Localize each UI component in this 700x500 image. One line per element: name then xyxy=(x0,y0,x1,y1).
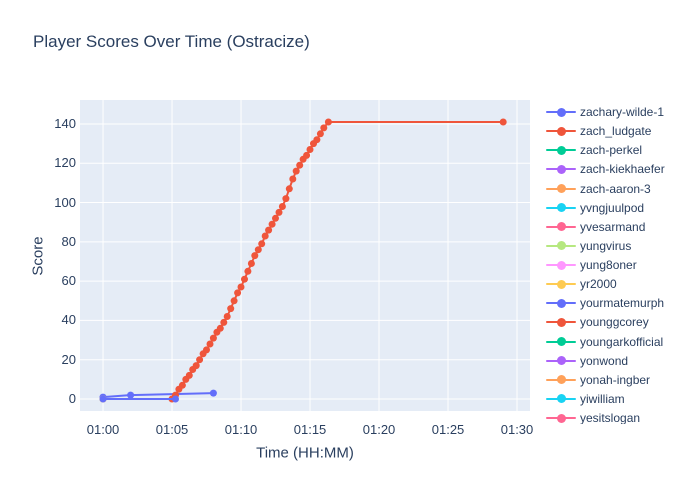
series-zach_ludgate xyxy=(168,118,507,403)
legend-item-yonwond[interactable]: yonwond xyxy=(546,351,628,370)
legend-line-sample xyxy=(546,356,576,366)
legend-line-sample xyxy=(546,126,576,136)
legend-line-sample xyxy=(546,394,576,404)
legend-item-yonah-ingber[interactable]: yonah-ingber xyxy=(546,370,650,389)
legend-item-label: zach-aaron-3 xyxy=(580,181,651,196)
legend-item-yvngjuulpod[interactable]: yvngjuulpod xyxy=(546,198,644,217)
gridlines xyxy=(80,100,530,411)
x-tick-label: 01:15 xyxy=(293,422,327,437)
legend-line-sample xyxy=(546,317,576,327)
legend-line-sample xyxy=(546,164,576,174)
legend-item-zach-aaron-3[interactable]: zach-aaron-3 xyxy=(546,179,651,198)
x-tick-label: 01:30 xyxy=(500,422,534,437)
legend-line-sample xyxy=(546,107,576,117)
legend-item-label: yesitslogan xyxy=(580,411,641,424)
legend-item-label: zach-perkel xyxy=(580,143,643,158)
legend-item-zach_ludgate[interactable]: zach_ludgate xyxy=(546,122,651,141)
legend-item-yourmatemurph[interactable]: yourmatemurph xyxy=(546,294,664,313)
x-tick-label: 01:20 xyxy=(362,422,396,437)
plot-area[interactable] xyxy=(80,100,530,411)
legend-line-sample xyxy=(546,184,576,194)
legend-item-label: zachary-wilde-1 xyxy=(580,105,665,119)
legend-item-younggcorey[interactable]: younggcorey xyxy=(546,313,649,332)
y-tick-label: 0 xyxy=(68,391,76,407)
x-tick-label: 01:00 xyxy=(86,422,120,437)
legend-line-sample xyxy=(546,337,576,347)
legend-item-yvesarmand[interactable]: yvesarmand xyxy=(546,217,645,236)
y-axis-title: Score xyxy=(29,236,47,276)
y-tick-label: 60 xyxy=(61,273,76,289)
chart-title: Player Scores Over Time (Ostracize) xyxy=(33,32,310,51)
legend-item-label: younggcorey xyxy=(580,315,649,330)
y-tick-label: 140 xyxy=(54,115,76,131)
x-tick-label: 01:10 xyxy=(224,422,258,437)
legend-line-sample xyxy=(546,241,576,251)
legend-item-yung8oner[interactable]: yung8oner xyxy=(546,256,637,275)
legend-item-yungvirus[interactable]: yungvirus xyxy=(546,236,631,255)
legend-item-label: youngarkofficial xyxy=(580,334,664,349)
legend-item-label: yourmatemurph xyxy=(580,296,665,311)
legend-item-label: zach_ludgate xyxy=(580,124,652,139)
legend-item-zachary-wilde-1[interactable]: zachary-wilde-1 xyxy=(546,103,664,122)
legend-item-yesitslogan[interactable]: yesitslogan xyxy=(546,409,640,424)
legend-item-label: yonah-ingber xyxy=(580,372,651,387)
legend-item-yiwilliam[interactable]: yiwilliam xyxy=(546,389,625,408)
legend-item-label: yung8oner xyxy=(580,258,637,273)
legend-line-sample xyxy=(546,375,576,385)
series-layer xyxy=(99,118,507,403)
series-yourmatemurph xyxy=(99,395,179,403)
legend-item-yr2000[interactable]: yr2000 xyxy=(546,275,617,294)
legend-item-zach-perkel[interactable]: zach-perkel xyxy=(546,141,642,160)
legend-item-label: yiwilliam xyxy=(580,391,625,406)
legend-line-sample xyxy=(546,298,576,308)
legend-item-label: yonwond xyxy=(580,353,629,368)
y-tick-label: 40 xyxy=(61,312,76,328)
legend-line-sample xyxy=(546,279,576,289)
legend-item-label: yungvirus xyxy=(580,238,632,253)
legend-item-zach-kiekhaefer[interactable]: zach-kiekhaefer xyxy=(546,160,665,179)
legend-item-label: zach-kiekhaefer xyxy=(580,162,665,177)
legend-line-sample xyxy=(546,222,576,232)
legend-item-label: yvesarmand xyxy=(580,219,646,234)
legend-line-sample xyxy=(546,260,576,270)
legend-item-youngarkofficial[interactable]: youngarkofficial xyxy=(546,332,663,351)
legend-line-sample xyxy=(546,203,576,213)
legend-line-sample xyxy=(546,145,576,155)
x-tick-label: 01:25 xyxy=(431,422,465,437)
legend-item-label: yr2000 xyxy=(580,277,617,292)
y-tick-label: 120 xyxy=(54,155,76,171)
legend: zachary-wilde-1 zach_ludgate zach-perkel za… xyxy=(546,102,698,424)
legend-item-label: yvngjuulpod xyxy=(580,200,645,215)
x-tick-label: 01:05 xyxy=(155,422,189,437)
y-tick-label: 80 xyxy=(61,233,76,249)
y-tick-label: 20 xyxy=(61,351,76,367)
legend-line-sample xyxy=(546,413,576,423)
x-axis-title: Time (HH:MM) xyxy=(256,444,354,462)
y-tick-label: 100 xyxy=(54,194,76,210)
